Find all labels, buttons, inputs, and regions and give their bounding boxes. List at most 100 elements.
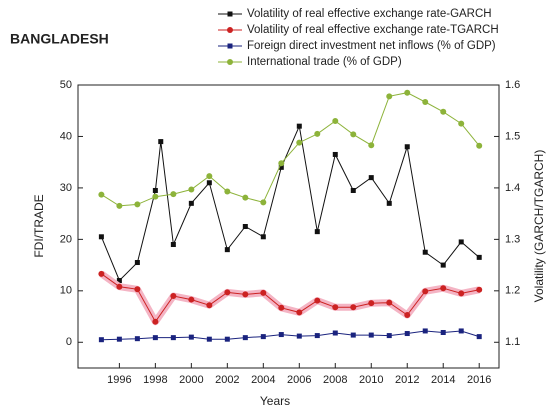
series-line bbox=[100, 124, 480, 282]
point bbox=[422, 288, 429, 295]
point bbox=[188, 186, 195, 193]
point bbox=[98, 234, 104, 240]
point bbox=[134, 336, 140, 342]
x-tick-label: 2002 bbox=[215, 374, 239, 386]
point bbox=[116, 283, 123, 290]
point bbox=[134, 201, 141, 208]
point bbox=[404, 89, 411, 96]
point bbox=[278, 164, 284, 170]
point bbox=[152, 335, 158, 341]
y2-tick-label: 1.4 bbox=[505, 182, 520, 194]
point bbox=[314, 229, 320, 235]
legend-label: International trade (% of GDP) bbox=[247, 56, 402, 68]
point bbox=[440, 262, 446, 268]
point bbox=[260, 234, 266, 240]
point bbox=[242, 335, 248, 341]
point bbox=[260, 289, 267, 296]
legend-label: Volatility of real effective exchange ra… bbox=[247, 8, 492, 20]
point bbox=[224, 247, 230, 253]
legend-label: Volatility of real effective exchange ra… bbox=[247, 24, 499, 36]
y-tick-label: 50 bbox=[60, 79, 72, 91]
x-tick-label: 2006 bbox=[287, 374, 311, 386]
point bbox=[98, 191, 105, 198]
x-tick-label: 2000 bbox=[179, 374, 203, 386]
point bbox=[158, 139, 164, 145]
point bbox=[188, 334, 194, 340]
y-tick-label: 30 bbox=[60, 182, 72, 194]
point bbox=[278, 304, 285, 311]
y-tick-label: 40 bbox=[60, 130, 72, 142]
point bbox=[350, 304, 357, 311]
point bbox=[116, 202, 123, 209]
point bbox=[386, 93, 393, 100]
point bbox=[422, 328, 428, 334]
x-tick-label: 2008 bbox=[323, 374, 347, 386]
point bbox=[404, 312, 411, 319]
x-tick-label: 1996 bbox=[107, 374, 131, 386]
point bbox=[134, 286, 141, 293]
point bbox=[116, 278, 122, 284]
point bbox=[152, 187, 158, 193]
x-tick-label: 2014 bbox=[431, 374, 455, 386]
point bbox=[332, 304, 339, 311]
point bbox=[368, 300, 375, 307]
point bbox=[260, 334, 266, 340]
point bbox=[98, 270, 105, 277]
point bbox=[134, 260, 140, 266]
legend-marker bbox=[227, 27, 233, 33]
series-halo bbox=[99, 270, 480, 326]
point bbox=[296, 309, 303, 316]
point bbox=[458, 120, 465, 127]
point bbox=[314, 297, 321, 304]
y-tick-label: 20 bbox=[60, 233, 72, 245]
x-tick-label: 2016 bbox=[467, 374, 491, 386]
y2-tick-label: 1.6 bbox=[505, 79, 520, 91]
point bbox=[206, 302, 213, 309]
point bbox=[278, 160, 285, 167]
point bbox=[332, 330, 338, 336]
y2-tick-label: 1.1 bbox=[505, 336, 520, 348]
series-line bbox=[101, 92, 480, 207]
point bbox=[242, 224, 248, 229]
point bbox=[458, 290, 465, 297]
point bbox=[224, 188, 231, 195]
point bbox=[458, 239, 464, 245]
point bbox=[386, 333, 392, 339]
point bbox=[476, 254, 482, 260]
y-tick-label: 0 bbox=[66, 336, 72, 348]
point bbox=[440, 108, 447, 115]
point bbox=[440, 329, 446, 335]
point bbox=[224, 289, 231, 296]
point bbox=[170, 242, 176, 248]
point bbox=[98, 337, 104, 343]
legend-marker bbox=[227, 59, 233, 65]
point bbox=[278, 332, 284, 338]
point bbox=[386, 299, 393, 306]
point bbox=[368, 175, 374, 181]
point bbox=[152, 318, 159, 325]
point bbox=[404, 331, 410, 337]
y2-tick-label: 1.5 bbox=[505, 130, 520, 142]
point bbox=[350, 332, 356, 338]
y-tick-label: 10 bbox=[60, 285, 72, 297]
point bbox=[206, 173, 213, 180]
point bbox=[242, 194, 249, 201]
point bbox=[314, 333, 320, 339]
point bbox=[350, 131, 357, 138]
point bbox=[206, 180, 212, 186]
point bbox=[476, 286, 483, 293]
x-tick-label: 2010 bbox=[359, 374, 383, 386]
legend-marker bbox=[227, 11, 233, 17]
series-line bbox=[101, 273, 480, 323]
plot-frame bbox=[77, 84, 500, 369]
point bbox=[296, 139, 303, 146]
point bbox=[242, 291, 249, 298]
point bbox=[476, 334, 482, 340]
point bbox=[458, 328, 464, 334]
point bbox=[188, 296, 195, 303]
y2-tick-label: 1.2 bbox=[505, 285, 520, 297]
point bbox=[368, 332, 374, 338]
y2-axis-label: Volatility (GARCH/TGARCH) bbox=[532, 150, 546, 303]
x-axis-label: Years bbox=[260, 394, 290, 408]
